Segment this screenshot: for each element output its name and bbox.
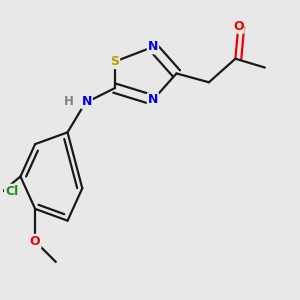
Text: O: O (30, 235, 40, 248)
Text: N: N (148, 40, 158, 53)
Text: N: N (148, 93, 158, 106)
Text: N: N (82, 95, 92, 108)
Text: S: S (110, 55, 119, 68)
Text: Cl: Cl (5, 185, 18, 198)
Text: O: O (233, 20, 244, 33)
Text: H: H (64, 95, 74, 108)
